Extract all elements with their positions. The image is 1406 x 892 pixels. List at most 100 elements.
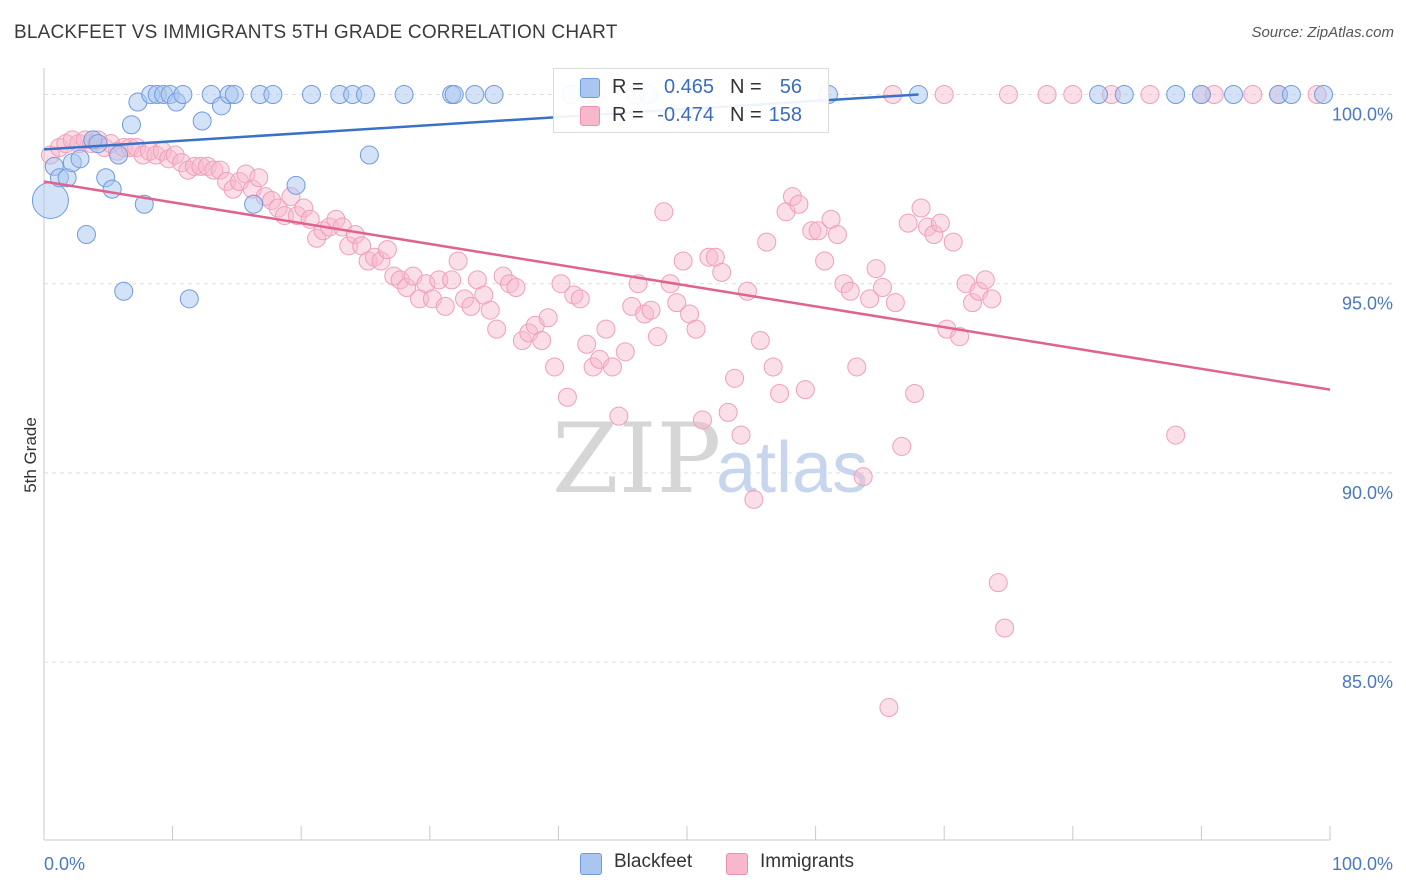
immigrants-point <box>602 357 622 377</box>
bottom-legend-swatch-immigrants <box>726 853 748 875</box>
immigrants-point <box>500 274 520 294</box>
immigrants-point <box>442 270 462 290</box>
immigrants-point <box>461 296 481 316</box>
immigrants-point <box>197 156 217 176</box>
immigrants-point <box>692 410 712 430</box>
immigrants-point <box>892 436 912 456</box>
legend-swatch-immigrants <box>580 106 600 126</box>
blackfeet-point <box>301 84 321 104</box>
y-tick-label: 95.0% <box>1342 294 1393 314</box>
immigrants-point <box>551 274 571 294</box>
immigrants-point <box>866 259 886 279</box>
immigrants-point <box>570 289 590 309</box>
immigrants-point <box>917 217 937 237</box>
watermark-atlas: atlas <box>716 428 868 508</box>
blackfeet-point <box>263 84 283 104</box>
immigrants-point <box>178 160 198 180</box>
y-tick-label: 90.0% <box>1342 483 1393 503</box>
blackfeet-point <box>109 145 129 165</box>
blackfeet-point <box>1314 84 1334 104</box>
immigrants-point <box>165 145 185 165</box>
bottom-legend-label-blackfeet: Blackfeet <box>614 851 693 872</box>
immigrants-point <box>718 402 738 422</box>
immigrants-point <box>853 467 873 487</box>
immigrants-point <box>770 383 790 403</box>
immigrants-point <box>390 270 410 290</box>
immigrants-point <box>999 84 1018 104</box>
immigrants-point <box>686 319 706 339</box>
correlation-legend: R = 0.465 N = 56 R = -0.474 N = 158 <box>553 68 829 133</box>
immigrants-point <box>1063 84 1083 104</box>
immigrants-point <box>448 251 468 271</box>
blackfeet-point <box>465 84 485 104</box>
blackfeet-point <box>102 179 122 199</box>
immigrants-point <box>294 198 314 218</box>
blackfeet-point <box>484 84 504 104</box>
immigrants-point <box>172 153 192 173</box>
blackfeet-point <box>444 84 464 104</box>
legend-swatch-blackfeet <box>580 78 600 98</box>
immigrants-point <box>757 232 777 252</box>
immigrants-point <box>538 308 558 328</box>
immigrants-point <box>802 221 822 241</box>
legend-r-value: 0.465 <box>663 76 714 98</box>
immigrants-point <box>223 179 243 199</box>
immigrants-point <box>1037 84 1057 104</box>
legend-r-label: R = <box>612 104 644 126</box>
immigrants-point <box>545 357 565 377</box>
immigrants-point <box>532 330 552 350</box>
immigrants-point <box>564 285 584 305</box>
blackfeet-point <box>31 181 69 219</box>
immigrants-point <box>988 573 1008 593</box>
blackfeet-point <box>244 194 264 214</box>
immigrants-point <box>815 251 835 271</box>
immigrants-point <box>924 225 944 245</box>
immigrants-point <box>159 149 179 169</box>
immigrants-point <box>268 198 288 218</box>
immigrants-point <box>808 221 828 241</box>
blackfeet-point <box>121 115 141 135</box>
immigrants-point <box>577 334 597 354</box>
immigrants-point <box>397 277 417 297</box>
immigrants-point <box>911 198 931 218</box>
immigrants-point <box>975 270 995 290</box>
immigrants-point <box>1140 84 1160 104</box>
legend-row-immigrants: R = -0.474 N = 158 <box>554 102 828 130</box>
immigrants-point <box>384 266 404 286</box>
blackfeet-point <box>179 289 199 309</box>
immigrants-point <box>995 618 1015 638</box>
immigrants-point <box>673 251 693 271</box>
immigrants-point <box>287 206 307 226</box>
immigrants-point <box>982 289 1002 309</box>
immigrants-point <box>950 327 970 347</box>
immigrants-point <box>249 168 269 188</box>
tick-labels: 100.0% 95.0% 90.0% 85.0% 0.0% 100.0% <box>44 104 1393 874</box>
immigrants-point <box>731 425 751 445</box>
immigrants-point <box>930 213 950 233</box>
immigrants-point <box>493 266 513 286</box>
immigrants-point <box>699 247 719 267</box>
immigrants-point <box>641 300 661 320</box>
immigrants-point <box>146 145 166 165</box>
immigrants-point <box>512 330 532 350</box>
axes <box>43 68 1331 841</box>
blackfeet-point <box>356 84 375 104</box>
legend-row-blackfeet: R = 0.465 N = 56 <box>554 74 828 102</box>
immigrants-point <box>795 380 815 400</box>
immigrants-point <box>210 160 230 180</box>
immigrants-point <box>789 194 809 214</box>
immigrants-point <box>583 357 603 377</box>
immigrants-point <box>262 190 282 210</box>
immigrants-point <box>885 293 905 313</box>
immigrants-point <box>1166 425 1186 445</box>
immigrants-point <box>934 84 954 104</box>
immigrants-point <box>847 357 867 377</box>
blackfeet-point <box>1281 84 1301 104</box>
immigrants-point <box>879 698 899 718</box>
immigrants-point <box>506 277 526 297</box>
blackfeet-point <box>70 149 90 169</box>
immigrants-point <box>654 202 674 222</box>
chart-title: BLACKFEET VS IMMIGRANTS 5TH GRADE CORREL… <box>14 22 618 43</box>
y-tick-label: 100.0% <box>1332 104 1393 124</box>
immigrants-point <box>647 327 667 347</box>
